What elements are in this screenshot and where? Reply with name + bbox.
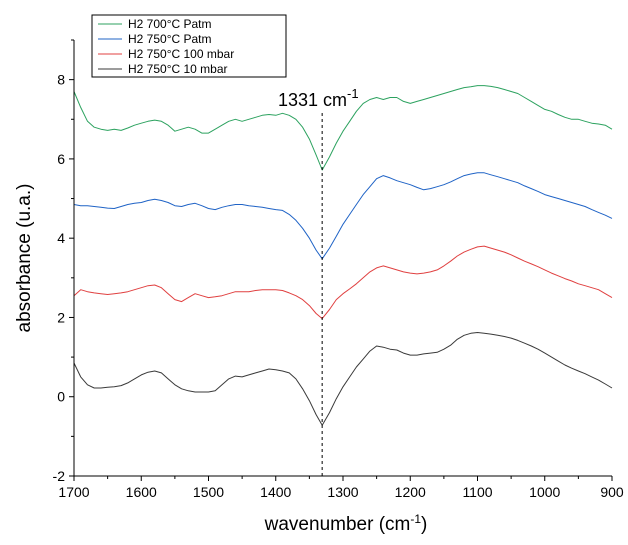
- y-axis-title: absorbance (u.a.): [14, 184, 35, 333]
- y-tick-label: 2: [57, 309, 65, 325]
- axes: 1700 1600 1500 1400 1300 1200 1100 1000 900 -2 0 2 4…: [53, 39, 624, 500]
- annotation: 1331 cm-1: [278, 86, 359, 476]
- x-axis-title-unit-sup: -1: [410, 512, 421, 526]
- series-line-4: [73, 332, 613, 426]
- legend-label: H2 750°C Patm: [128, 32, 212, 46]
- x-axis-title: wavenumber (cm-1): [264, 512, 428, 535]
- x-axis-title-label: wavenumber: [264, 514, 374, 535]
- x-tick-label: 1400: [260, 484, 291, 500]
- x-tick-label: 1500: [193, 484, 224, 500]
- x-tick-label: 1700: [58, 484, 89, 500]
- annotation-label: 1331 cm-1: [278, 86, 359, 110]
- series-line-2: [73, 172, 613, 260]
- series-line-3: [73, 245, 613, 320]
- legend-label: H2 750°C 10 mbar: [128, 62, 228, 76]
- legend-label: H2 750°C 100 mbar: [128, 47, 234, 61]
- x-tick-label: 1200: [395, 484, 426, 500]
- x-axis-title-unit-close: ): [421, 514, 427, 535]
- x-tick-label: 900: [600, 484, 624, 500]
- y-tick-label: -2: [53, 468, 66, 484]
- legend-label: H2 700°C Patm: [128, 17, 212, 31]
- legend-box: [91, 14, 287, 78]
- y-tick-label: 0: [57, 389, 65, 405]
- x-tick-label: 1300: [327, 484, 358, 500]
- x-tick-label: 1000: [529, 484, 560, 500]
- y-tick-label: 4: [57, 230, 65, 246]
- y-tick-label: 6: [57, 151, 65, 167]
- x-tick-label: 1600: [126, 484, 157, 500]
- y-tick-label: 8: [57, 72, 65, 88]
- x-axis-title-unit: (cm: [379, 514, 411, 535]
- series-line-1: [73, 85, 613, 171]
- plot-area: [73, 85, 613, 426]
- x-tick-label: 1100: [462, 484, 492, 500]
